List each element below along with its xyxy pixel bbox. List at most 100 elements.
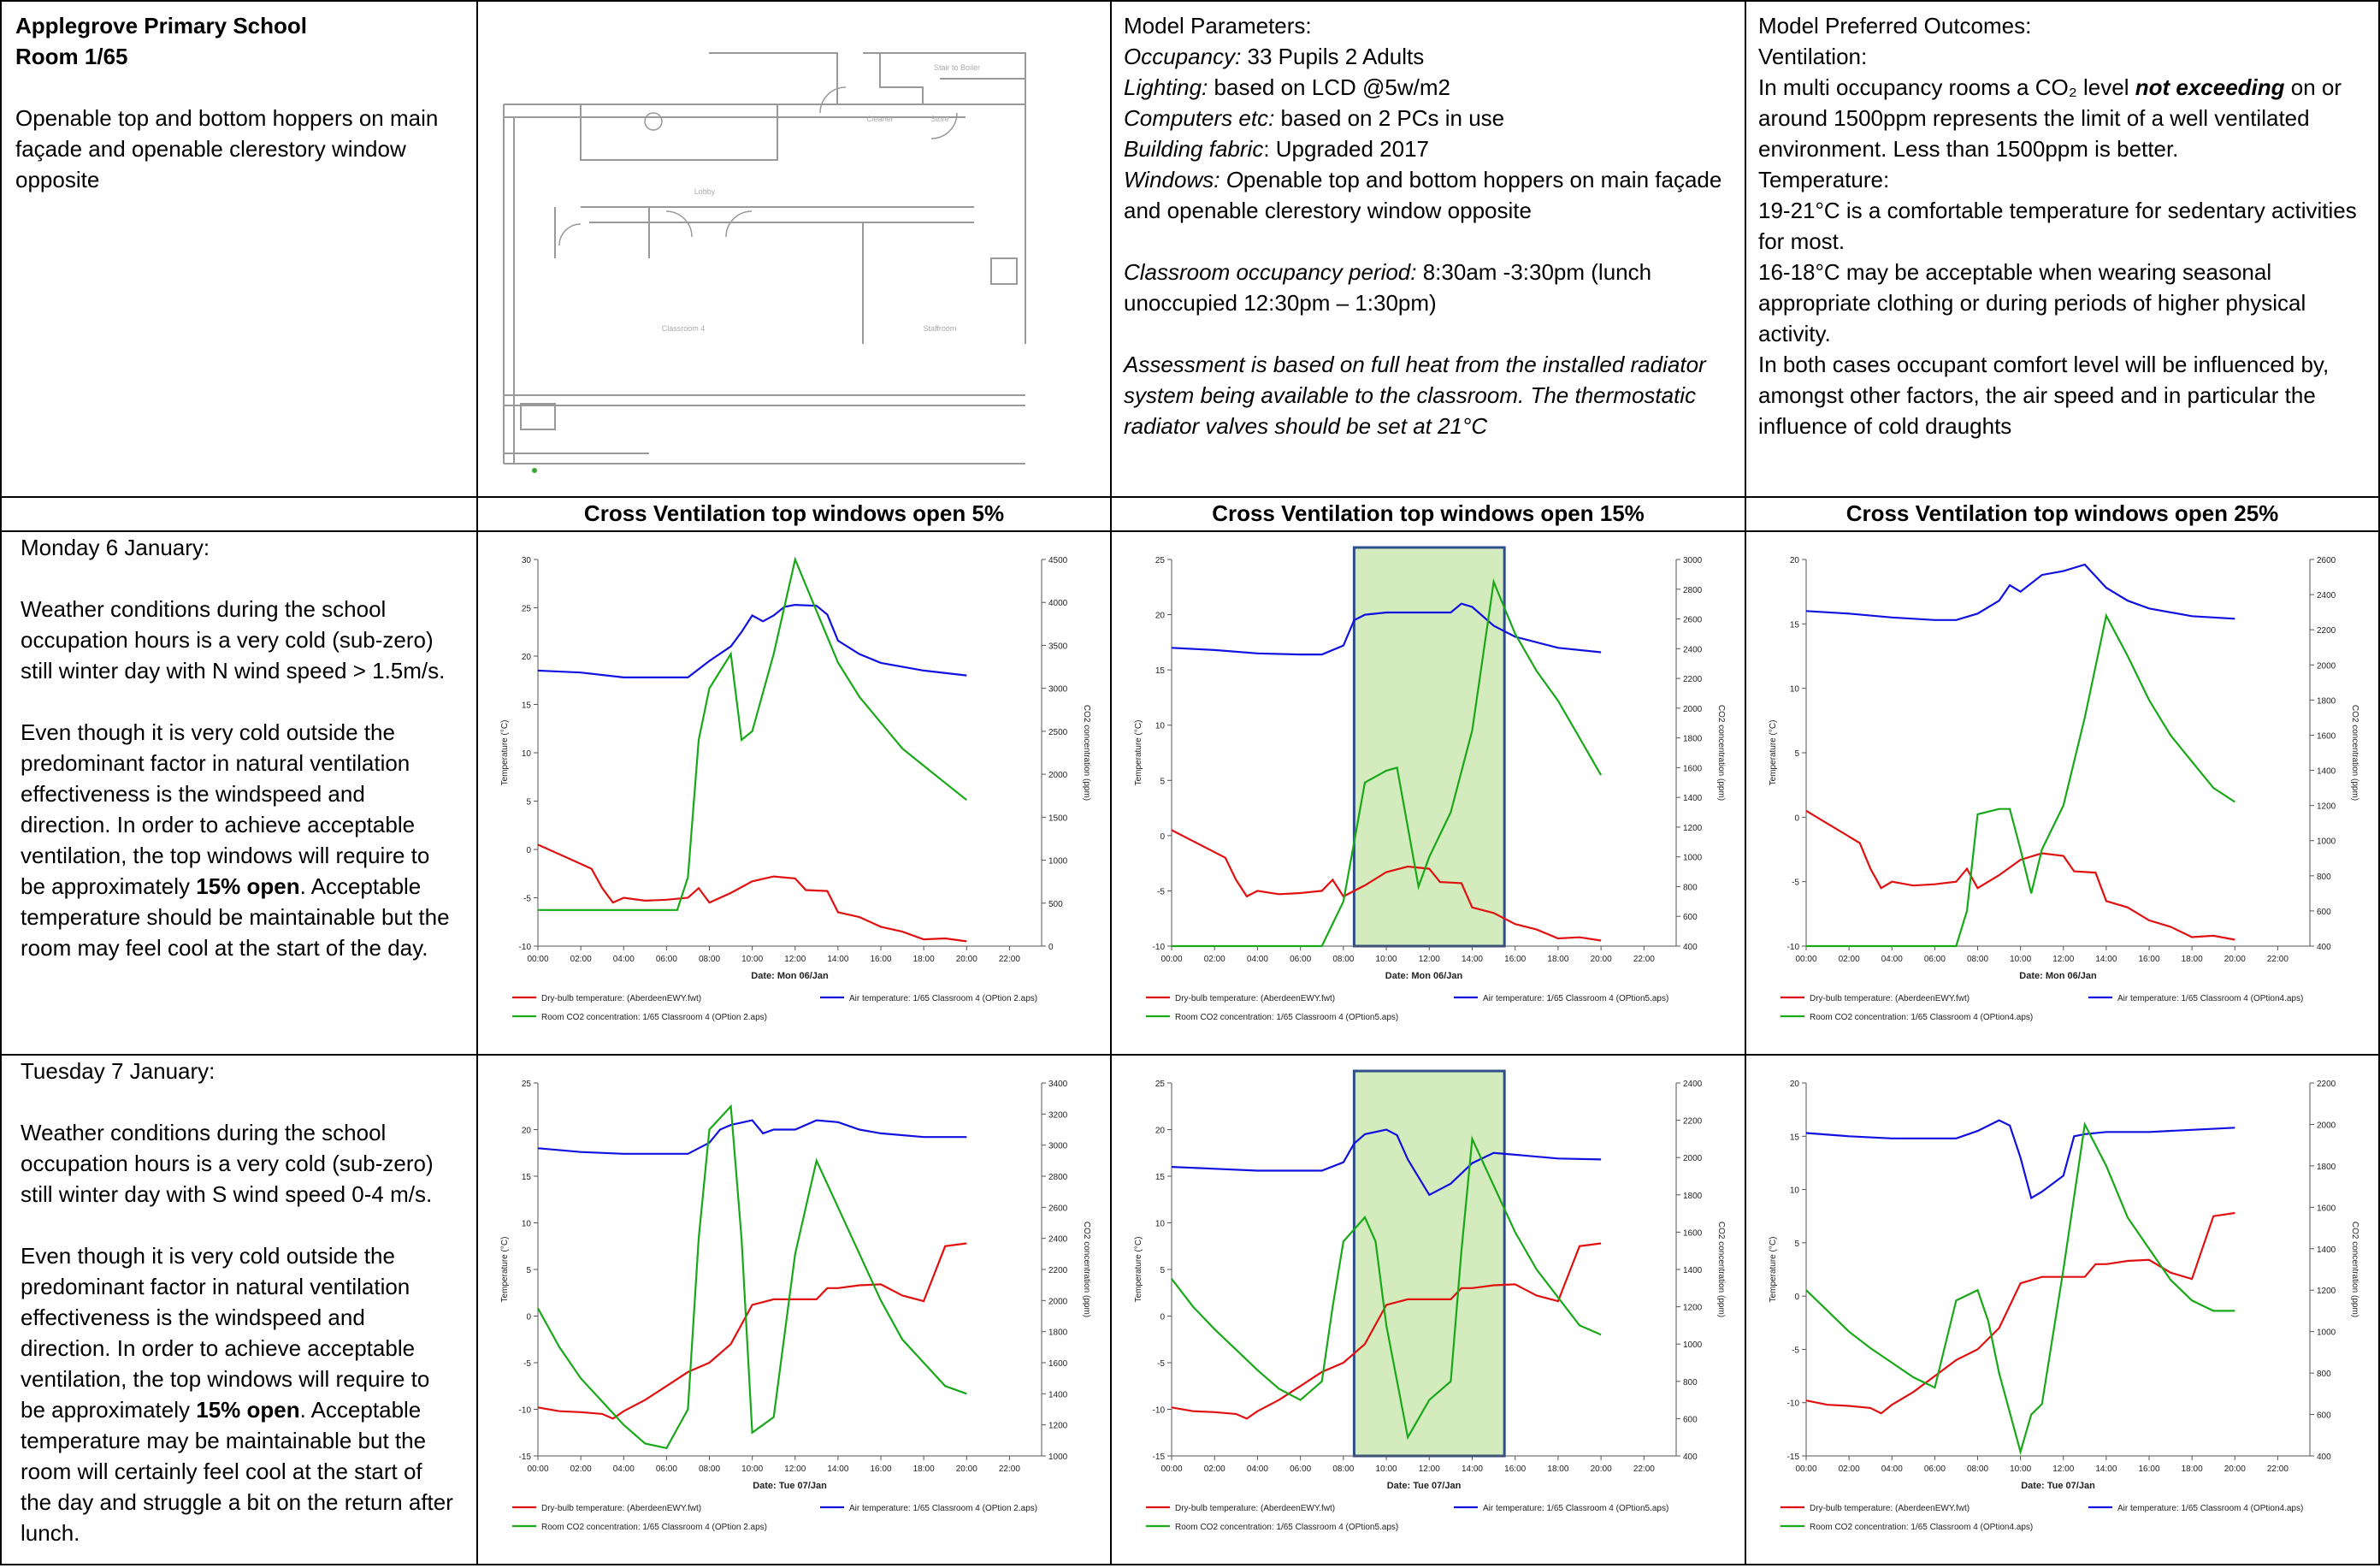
y-tick-label: 5 — [1160, 1266, 1165, 1275]
x-tick-label: 12:00 — [784, 955, 806, 964]
x-tick-label: 14:00 — [2095, 955, 2117, 964]
y2-tick-label: 800 — [2317, 873, 2331, 882]
x-tick-label: 02:00 — [570, 1464, 592, 1474]
x-tick-label: 10:00 — [1376, 1464, 1397, 1474]
y-tick-label: 25 — [522, 605, 532, 614]
y2-tick-label: 1400 — [2317, 767, 2336, 777]
chart-mon-15pct-cell: -10 -5 0 5 10 15 20 25 400 600 800 1000 1200 1400 1600… — [1110, 530, 1746, 1056]
plan-label-stair: Stair to Boiler — [934, 63, 980, 72]
y-tick-label: 30 — [522, 556, 532, 565]
occupancy-highlight — [1352, 546, 1506, 948]
y2-tick-label: 1200 — [2317, 1287, 2336, 1296]
x-tick-label: 06:00 — [656, 1464, 677, 1474]
x-tick-label: 12:00 — [1419, 1464, 1440, 1474]
room-description: Openable top and bottom hoppers on main … — [15, 105, 439, 192]
x-tick-label: 06:00 — [1924, 1464, 1946, 1474]
y2-tick-label: 0 — [1048, 943, 1054, 952]
x-tick-label: 00:00 — [527, 1464, 548, 1474]
assessment-note: Assessment is based on full heat from th… — [1124, 352, 1706, 439]
x-tick-label: 14:00 — [827, 955, 848, 964]
x-tick-label: 14:00 — [2095, 1464, 2117, 1474]
x-tick-label: 20:00 — [1591, 955, 1612, 964]
chart-tue-25pct-cell: -15 -10 -5 0 5 10 15 20 400 600 800 1000 1200 1400 160… — [1745, 1054, 2380, 1565]
y-tick-label: -10 — [1787, 943, 1800, 952]
chart-tue-15pct-cell: -15 -10 -5 0 5 10 15 20 25 400 600 800 1000 1200 1400 1… — [1110, 1054, 1746, 1565]
x-axis-label: Date: Mon 06/Jan — [2019, 971, 2097, 981]
y2-tick-label: 1500 — [1048, 814, 1068, 823]
y-tick-label: 15 — [1790, 1133, 1800, 1142]
y2-tick-label: 1800 — [1683, 1192, 1703, 1201]
y-tick-label: -10 — [1787, 1399, 1800, 1409]
x-tick-label: 02:00 — [1204, 955, 1225, 964]
y2-tick-label: 1800 — [2317, 1163, 2336, 1172]
x-tick-label: 22:00 — [1633, 955, 1655, 964]
x-tick-label: 14:00 — [827, 1464, 848, 1474]
x-tick-label: 12:00 — [1419, 955, 1440, 964]
y-tick-label: -10 — [519, 1406, 532, 1416]
chart-mon-5pct-cell: -10 -5 0 5 10 15 20 25 30 0 500 1000 1500 2000 2500 300… — [476, 530, 1112, 1056]
y2-tick-label: 3000 — [1683, 556, 1703, 565]
y2-tick-label: 1800 — [1683, 735, 1703, 744]
y2-axis-label: CO2 concentration (ppm) — [2350, 1222, 2359, 1317]
y-tick-label: -15 — [519, 1453, 532, 1462]
x-tick-label: 18:00 — [2182, 955, 2203, 964]
floor-plan-cell: Stair to Boiler Cleaner Store Lobby Clas… — [476, 0, 1112, 498]
y2-tick-label: 2000 — [1048, 771, 1068, 780]
x-tick-label: 04:00 — [613, 1464, 635, 1474]
y2-tick-label: 3200 — [1048, 1110, 1068, 1120]
x-axis-label: Date: Tue 07/Jan — [2021, 1481, 2095, 1491]
weather-text: Weather conditions during the school occ… — [21, 1120, 434, 1207]
x-tick-label: 00:00 — [1160, 1464, 1182, 1474]
series-line-dry-bulb-temperature — [1171, 1242, 1602, 1420]
plan-label-staffroom: Staffroom — [924, 324, 957, 333]
legend-label: Air temperature: 1/65 Classroom 4 (OPtio… — [2117, 994, 2303, 1003]
x-tick-label: 08:00 — [1332, 1464, 1354, 1474]
x-tick-label: 18:00 — [913, 1464, 935, 1474]
y2-axis-label: CO2 concentration (ppm) — [1082, 705, 1091, 801]
y2-tick-label: 4500 — [1048, 556, 1068, 565]
legend-label: Dry-bulb temperature: (AberdeenEWY.fwt) — [541, 1504, 701, 1513]
y2-tick-label: 1400 — [1048, 1390, 1068, 1399]
occupancy-highlight — [1352, 1069, 1506, 1458]
advice-text-end: . Acceptable temperature should be maint… — [21, 873, 450, 961]
x-tick-label: 06:00 — [656, 955, 677, 964]
legend-label: Room CO2 concentration: 1/65 Classroom 4… — [1175, 1013, 1398, 1022]
x-axis-label: Date: Tue 07/Jan — [753, 1481, 827, 1491]
temp-range-1: 19-21°C is a comfortable temperature for… — [1758, 198, 2357, 254]
y-tick-label: 10 — [522, 749, 532, 759]
y-tick-label: 0 — [1160, 832, 1165, 842]
series-line-dry-bulb-temperature — [537, 1242, 967, 1420]
x-tick-label: 22:00 — [999, 1464, 1020, 1474]
room-title: Room 1/65 — [15, 44, 128, 69]
header-15pct: Cross Ventilation top windows open 15% — [1110, 496, 1746, 532]
x-tick-label: 08:00 — [699, 1464, 720, 1474]
floor-plan: Stair to Boiler Cleaner Store Lobby Clas… — [503, 52, 1026, 473]
series-line-dry-bulb-temperature — [1805, 809, 2235, 941]
series-line-room-co2-concentration — [537, 1104, 967, 1450]
y2-tick-label: 600 — [1683, 1415, 1698, 1424]
temperature-heading: Temperature: — [1758, 167, 1890, 192]
y2-tick-label: 1000 — [1048, 1453, 1068, 1462]
x-tick-label: 20:00 — [1591, 1464, 1612, 1474]
x-tick-label: 12:00 — [2052, 955, 2074, 964]
legend-label: Dry-bulb temperature: (AberdeenEWY.fwt) — [541, 994, 701, 1003]
x-tick-label: 06:00 — [1290, 955, 1311, 964]
fabric-label: Building fabric — [1124, 136, 1264, 162]
chart-tue-15pct: -15 -10 -5 0 5 10 15 20 25 400 600 800 1000 1200 1400 1… — [1134, 1069, 1726, 1532]
y2-tick-label: 2400 — [1683, 645, 1703, 654]
y2-tick-label: 2000 — [1683, 705, 1703, 714]
x-tick-label: 16:00 — [1504, 955, 1526, 964]
y2-tick-label: 2600 — [2317, 556, 2336, 565]
day-title: Tuesday 7 January: — [21, 1058, 216, 1084]
x-tick-label: 08:00 — [1332, 955, 1354, 964]
x-tick-label: 06:00 — [1924, 955, 1946, 964]
y-tick-label: 20 — [1790, 1080, 1800, 1089]
chart-tue-5pct: -15 -10 -5 0 5 10 15 20 25 1000 1200 1400 1600 1800 20… — [500, 1080, 1091, 1532]
x-tick-label: 02:00 — [1839, 1464, 1860, 1474]
legend-label: Room CO2 concentration: 1/65 Classroom 4… — [1810, 1013, 2033, 1022]
chart-tue-5pct-cell: -15 -10 -5 0 5 10 15 20 25 1000 1200 1400 1600 1800 20… — [476, 1054, 1112, 1565]
y-tick-label: 0 — [1160, 1313, 1165, 1322]
x-tick-label: 02:00 — [570, 955, 592, 964]
y-tick-label: 0 — [526, 846, 531, 855]
y-axis-label: Temperature (°C) — [1769, 720, 1778, 786]
